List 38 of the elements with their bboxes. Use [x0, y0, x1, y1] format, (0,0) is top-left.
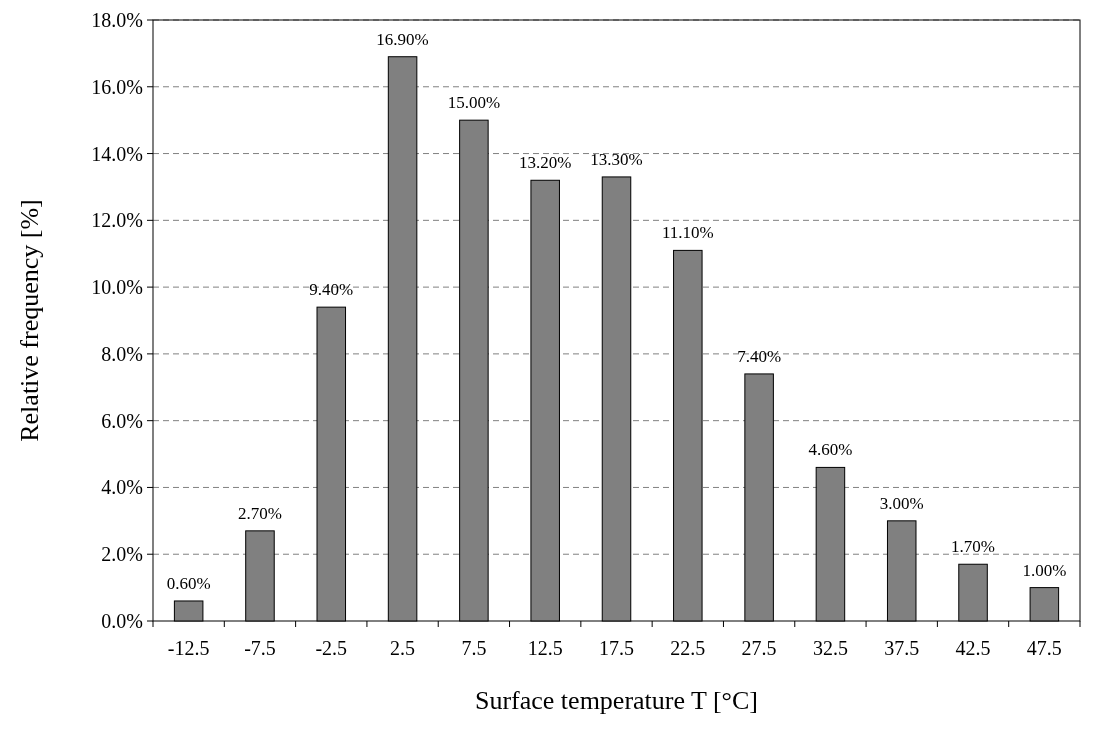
x-tick-label: 42.5 [955, 637, 991, 659]
data-label: 9.40% [309, 280, 354, 300]
data-label: 3.00% [879, 493, 924, 513]
y-tick-label: 4.0% [101, 476, 143, 499]
y-tick-label: 2.0% [101, 543, 143, 566]
x-tick-label: 32.5 [812, 637, 848, 659]
y-tick-label: 6.0% [101, 409, 143, 432]
x-tick-label: -12.5 [167, 637, 210, 659]
x-tick-label: 47.5 [1026, 637, 1062, 659]
x-tick-label: 12.5 [527, 637, 563, 659]
data-label: 7.40% [737, 346, 782, 366]
x-tick-label: -2.5 [315, 637, 348, 659]
data-label: 4.60% [808, 440, 853, 460]
y-tick-label: 14.0% [91, 142, 143, 165]
x-tick-label: 22.5 [670, 637, 706, 659]
x-tick-label: 27.5 [741, 637, 777, 659]
data-label: 0.60% [166, 573, 211, 593]
y-tick-label: 8.0% [101, 342, 143, 365]
data-label: 16.90% [376, 29, 429, 49]
y-tick-label: 16.0% [91, 75, 143, 98]
data-label: 13.30% [590, 149, 643, 169]
x-tick-label: -7.5 [244, 637, 276, 659]
data-label: 13.20% [518, 153, 572, 173]
data-label: 1.70% [951, 537, 995, 557]
y-axis-title: Relative frequency [%] [15, 199, 44, 442]
x-axis-title: Surface temperature T [°C] [474, 686, 759, 715]
y-tick-label: 18.0% [91, 9, 143, 31]
x-tick-label: 37.5 [884, 637, 920, 659]
y-tick-label: 12.0% [91, 209, 143, 232]
x-tick-label: 17.5 [599, 637, 634, 659]
y-tick-label: 10.0% [91, 276, 143, 299]
data-label: 2.70% [238, 503, 282, 523]
data-label: 1.00% [1022, 560, 1067, 580]
x-tick-label: 2.5 [390, 637, 416, 659]
x-tick-label: 7.5 [461, 637, 487, 659]
data-label: 15.00% [447, 93, 501, 113]
data-label: 11.10% [661, 223, 714, 243]
y-tick-label: 0.0% [101, 610, 143, 632]
